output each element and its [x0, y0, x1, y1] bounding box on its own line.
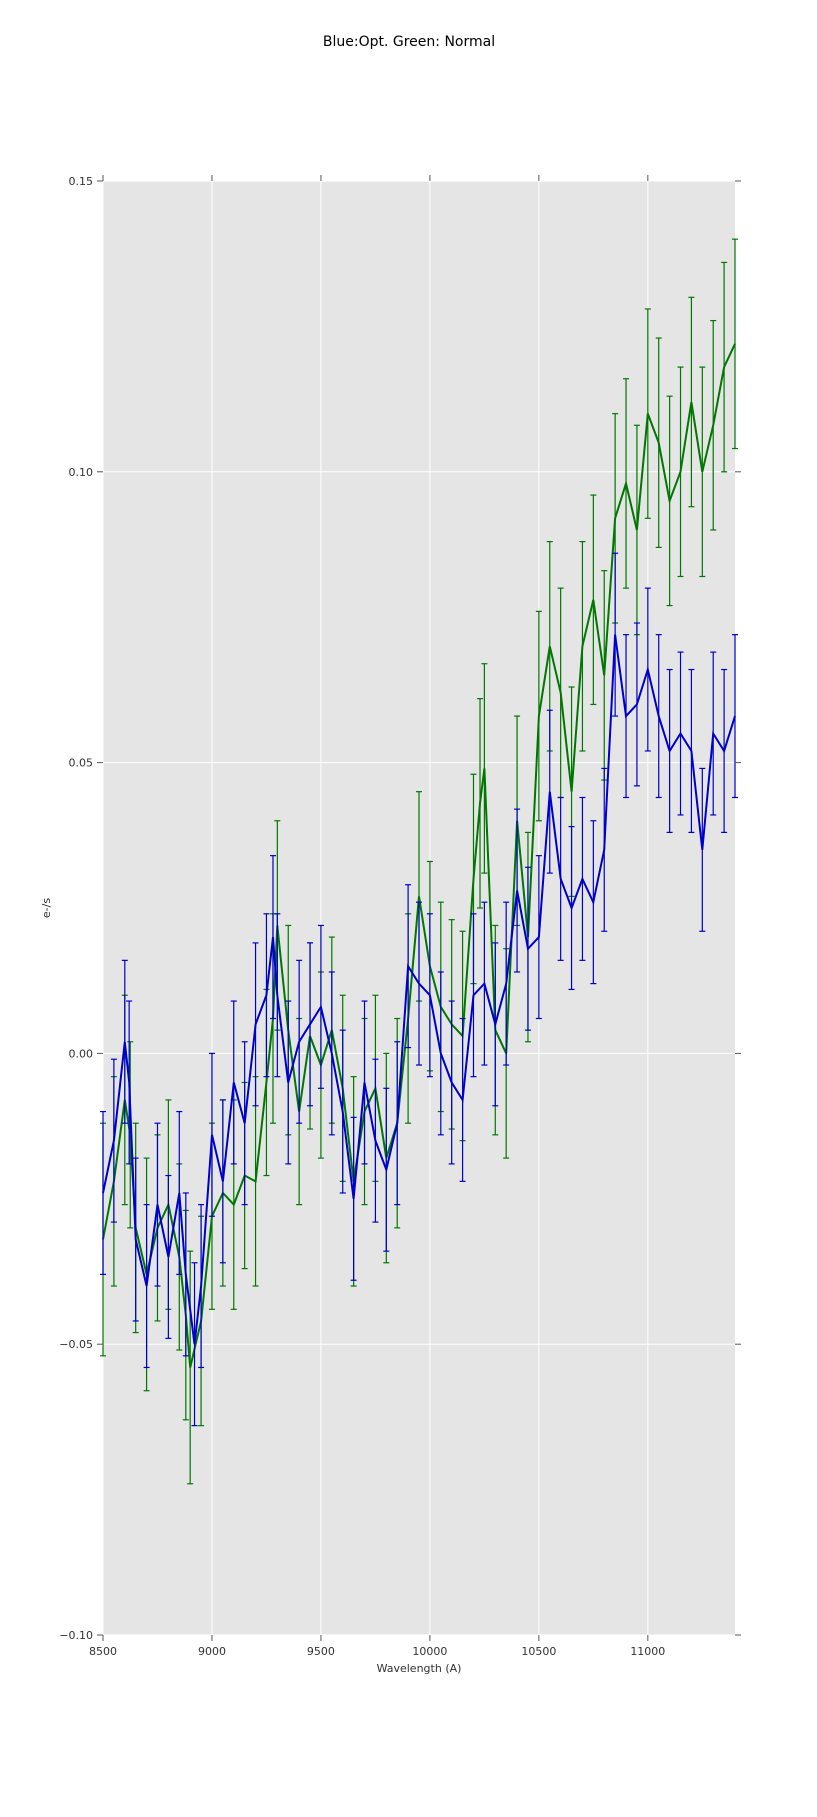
series-1 — [100, 552, 738, 1427]
y-tick-label: −0.05 — [59, 1338, 93, 1351]
y-tick-label: −0.10 — [59, 1629, 93, 1642]
x-tick-label: 10500 — [521, 1645, 556, 1658]
series-layer — [100, 238, 738, 1485]
chart-title: Blue:Opt. Green: Normal — [323, 34, 495, 50]
x-tick-label: 8500 — [89, 1645, 117, 1658]
x-axis-title: Wavelength (A) — [377, 1662, 462, 1675]
axes: 8500 9000 9500 10000 10500 11000 −0.10 −0.05 0.0… — [59, 175, 741, 1658]
grid — [102, 180, 735, 1636]
x-tick-label: 9500 — [307, 1645, 335, 1658]
y-tick-label: 0.00 — [69, 1047, 94, 1060]
x-tick-label: 9000 — [198, 1645, 226, 1658]
y-tick-label: 0.15 — [69, 175, 94, 188]
x-tick-label: 11000 — [630, 1645, 665, 1658]
y-tick-label: 0.10 — [69, 466, 94, 479]
series-line — [102, 634, 736, 1345]
y-tick-label: 0.05 — [69, 757, 94, 770]
x-tick-label: 10000 — [412, 1645, 447, 1658]
y-axis-title: e-/s — [40, 898, 53, 918]
